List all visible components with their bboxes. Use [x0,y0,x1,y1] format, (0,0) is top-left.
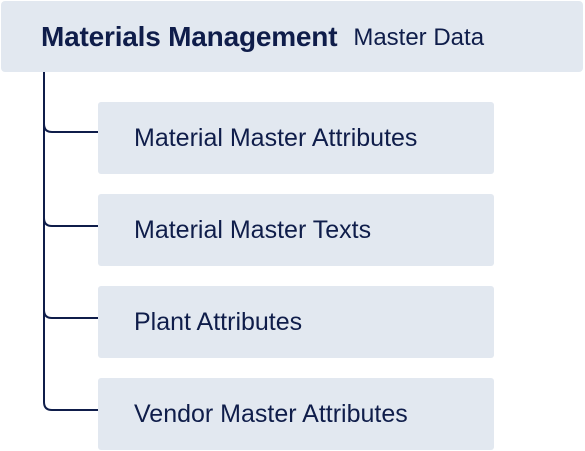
child-label: Material Master Texts [134,215,372,244]
connector-branch-0 [43,123,98,133]
child-node-plant-attributes: Plant Attributes [98,286,494,358]
child-label: Material Master Attributes [134,123,418,152]
connector-trunk [43,72,98,411]
connector-branch-1 [43,217,98,227]
child-node-material-master-attributes: Material Master Attributes [98,102,494,174]
child-label: Vendor Master Attributes [134,399,408,428]
connector-branch-2 [43,309,98,319]
root-title: Materials Management [41,20,338,52]
child-node-vendor-master-attributes: Vendor Master Attributes [98,378,494,450]
root-subtitle: Master Data [353,24,485,51]
child-label: Plant Attributes [134,307,303,336]
root-node: Materials Management Master Data [1,1,583,72]
child-node-material-master-texts: Material Master Texts [98,194,494,266]
